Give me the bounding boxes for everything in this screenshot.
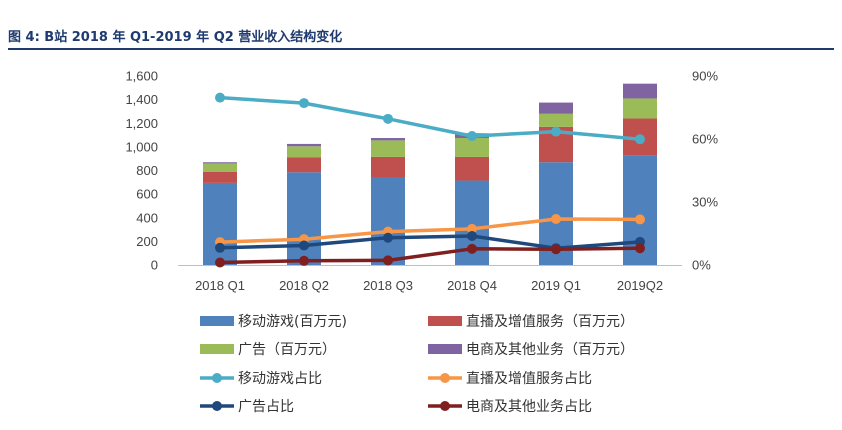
line-marker-3 [383,232,393,243]
x-tick-label: 2018 Q2 [279,278,329,293]
line-marker-1 [383,113,393,124]
bar-segment-3 [287,146,321,158]
bar-segment-4 [539,102,573,114]
bar-segment-4 [623,83,657,99]
x-tick-label: 2018 Q3 [363,278,413,293]
y-tick-left-label: 1,400 [125,92,158,107]
y-tick-right-label: 60% [692,132,718,147]
line-marker-4 [635,243,645,254]
line-series-3 [219,234,641,250]
legend-swatch-bar [428,344,462,354]
legend-label: 直播及增值服务（百万元） [466,313,634,330]
y-tick-left-label: 800 [136,163,158,178]
y-tick-right-label: 0% [692,258,711,273]
y-tick-right-label: 90% [692,69,718,84]
legend-swatch-marker [212,373,222,383]
y-tick-left-label: 1,000 [125,139,158,154]
y-tick-left-label: 600 [136,187,158,202]
line-series-2 [219,217,641,244]
bar-segment-1 [287,172,321,265]
x-tick-label: 2019Q2 [617,278,663,293]
legend-swatch-bar [200,344,234,354]
legend-label: 广告占比 [238,399,294,415]
line-marker-1 [299,98,309,109]
line-marker-1 [467,131,477,142]
legend-label: 广告（百万元） [238,342,336,358]
x-tick-label: 2018 Q1 [195,278,245,293]
line-series-4 [219,246,641,265]
y-tick-left-label: 400 [136,210,158,225]
legend-label: 电商及其他业务（百万元） [466,342,634,358]
legend-swatch-bar [200,316,234,326]
bar-segment-3 [455,138,489,157]
y-tick-left-label: 1,600 [125,69,158,84]
legend-label: 直播及增值服务占比 [466,370,592,387]
legend-label: 电商及其他业务占比 [466,399,592,415]
line-marker-4 [299,255,309,266]
bar-segment-2 [371,156,405,177]
legend-swatch-marker [440,401,450,411]
line-marker-1 [551,126,561,137]
line-marker-1 [215,92,225,103]
bar-segment-3 [203,163,237,172]
line-marker-1 [635,134,645,145]
line-marker-2 [635,214,645,225]
bar-segment-3 [371,140,405,157]
line-marker-4 [215,257,225,268]
legend-swatch-marker [212,401,222,411]
bar-segment-3 [623,98,657,119]
line-marker-4 [551,244,561,255]
bar-segment-2 [455,156,489,181]
x-tick-label: 2018 Q4 [447,278,497,293]
bar-segment-3 [539,113,573,127]
legend-swatch-marker [440,373,450,383]
y-tick-left-label: 0 [151,258,158,273]
line-marker-4 [467,243,477,254]
line-marker-4 [383,255,393,266]
figure-title: 图 4: B站 2018 年 Q1-2019 年 Q2 营业收入结构变化 [8,30,343,45]
bar-segment-1 [371,176,405,265]
y-tick-left-label: 200 [136,234,158,249]
x-tick-label: 2019 Q1 [531,278,581,293]
line-marker-2 [467,223,477,234]
legend-label: 移动游戏(百万元) [238,314,347,330]
bar-segment-4 [203,162,237,164]
y-tick-right-label: 30% [692,195,718,210]
title-divider [8,48,834,50]
legend-swatch-bar [428,316,462,326]
line-marker-3 [215,242,225,253]
bar-segment-4 [371,138,405,141]
line-marker-3 [299,240,309,251]
line-marker-3 [467,231,477,242]
bar-segment-2 [203,171,237,183]
legend-label: 移动游戏占比 [238,371,322,387]
line-series-1 [219,95,641,141]
line-marker-2 [551,214,561,225]
bar-segment-2 [287,157,321,173]
bar-segment-4 [287,143,321,147]
y-tick-left-label: 1,200 [125,116,158,131]
